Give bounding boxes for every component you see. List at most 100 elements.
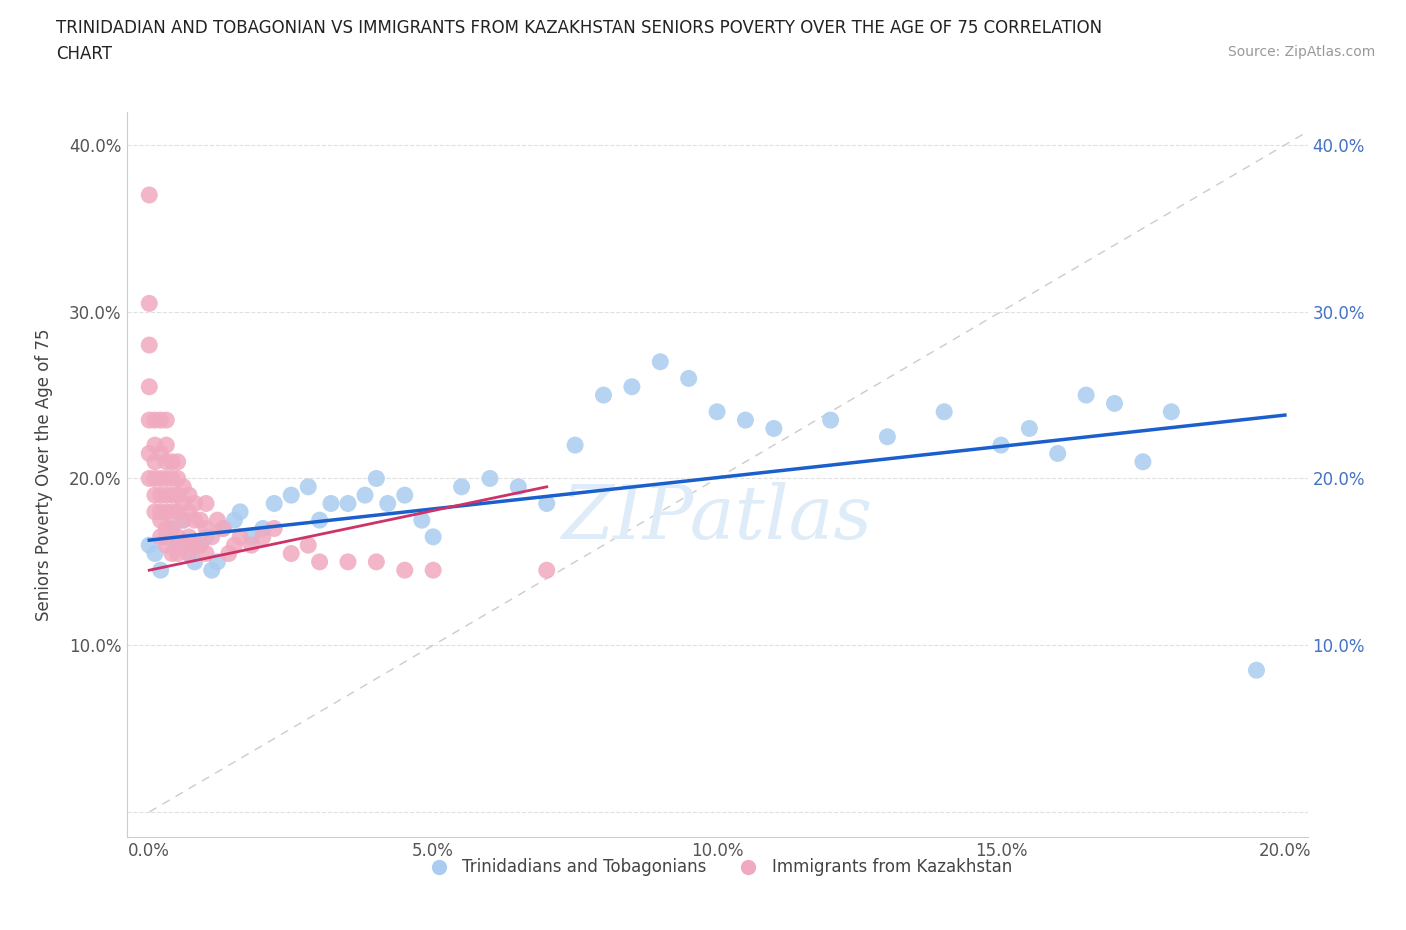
Point [160, 504, 183, 519]
Point [762, 421, 785, 436]
Point [734, 413, 756, 428]
Point [177, 546, 200, 561]
Point [166, 538, 188, 552]
Point [820, 413, 842, 428]
Point [149, 529, 172, 544]
Point [252, 529, 274, 544]
Point [177, 487, 200, 502]
Point [188, 538, 211, 552]
Point [155, 529, 177, 544]
Point [229, 529, 252, 544]
Point [160, 546, 183, 561]
Point [280, 487, 302, 502]
Point [149, 504, 172, 519]
Point [160, 521, 183, 536]
Point [183, 538, 205, 552]
Point [218, 546, 240, 561]
Point [280, 546, 302, 561]
Point [394, 563, 416, 578]
Point [143, 471, 166, 485]
Point [207, 554, 229, 569]
Point [138, 338, 160, 352]
Y-axis label: Seniors Poverty Over the Age of 75: Seniors Poverty Over the Age of 75 [35, 328, 52, 620]
Text: TRINIDADIAN AND TOBAGONIAN VS IMMIGRANTS FROM KAZAKHSTAN SENIORS POVERTY OVER TH: TRINIDADIAN AND TOBAGONIAN VS IMMIGRANTS… [56, 19, 1102, 36]
Point [143, 546, 166, 561]
Point [229, 504, 252, 519]
Point [149, 563, 172, 578]
Point [160, 471, 183, 485]
Point [177, 546, 200, 561]
Point [252, 521, 274, 536]
Point [450, 479, 472, 494]
Point [143, 487, 166, 502]
Text: Source: ZipAtlas.com: Source: ZipAtlas.com [1227, 45, 1375, 59]
Point [212, 521, 235, 536]
Point [650, 354, 672, 369]
Point [183, 512, 205, 527]
Point [337, 496, 360, 511]
Point [1076, 388, 1098, 403]
Point [224, 512, 246, 527]
Text: CHART: CHART [56, 45, 112, 62]
Point [297, 538, 319, 552]
Point [143, 504, 166, 519]
Point [706, 405, 728, 419]
Point [876, 430, 898, 445]
Point [195, 546, 218, 561]
Point [155, 471, 177, 485]
Point [592, 388, 614, 403]
Point [422, 529, 444, 544]
Point [224, 538, 246, 552]
Point [240, 538, 263, 552]
Point [172, 496, 194, 511]
Point [934, 405, 956, 419]
Point [149, 487, 172, 502]
Point [166, 487, 188, 502]
Point [1104, 396, 1126, 411]
Point [990, 438, 1012, 453]
Point [394, 487, 416, 502]
Point [319, 496, 342, 511]
Point [166, 455, 188, 470]
Point [188, 538, 211, 552]
Point [149, 413, 172, 428]
Point [155, 487, 177, 502]
Point [354, 487, 377, 502]
Point [201, 563, 224, 578]
Point [508, 479, 530, 494]
Point [149, 471, 172, 485]
Point [160, 455, 183, 470]
Point [177, 504, 200, 519]
Point [411, 512, 433, 527]
Point [564, 438, 586, 453]
Point [195, 521, 218, 536]
Point [143, 438, 166, 453]
Point [166, 529, 188, 544]
Point [240, 529, 263, 544]
Point [337, 554, 360, 569]
Point [308, 554, 330, 569]
Point [143, 455, 166, 470]
Point [1246, 663, 1268, 678]
Point [1018, 421, 1040, 436]
Point [138, 413, 160, 428]
Point [160, 521, 183, 536]
Legend: Trinidadians and Tobagonians, Immigrants from Kazakhstan: Trinidadians and Tobagonians, Immigrants… [416, 852, 1018, 883]
Point [160, 487, 183, 502]
Point [1046, 446, 1069, 461]
Point [166, 471, 188, 485]
Text: ZIPatlas: ZIPatlas [561, 482, 873, 554]
Point [155, 521, 177, 536]
Point [155, 455, 177, 470]
Point [172, 538, 194, 552]
Point [422, 563, 444, 578]
Point [263, 521, 285, 536]
Point [166, 504, 188, 519]
Point [183, 496, 205, 511]
Point [297, 479, 319, 494]
Point [143, 413, 166, 428]
Point [195, 529, 218, 544]
Point [149, 512, 172, 527]
Point [155, 538, 177, 552]
Point [177, 529, 200, 544]
